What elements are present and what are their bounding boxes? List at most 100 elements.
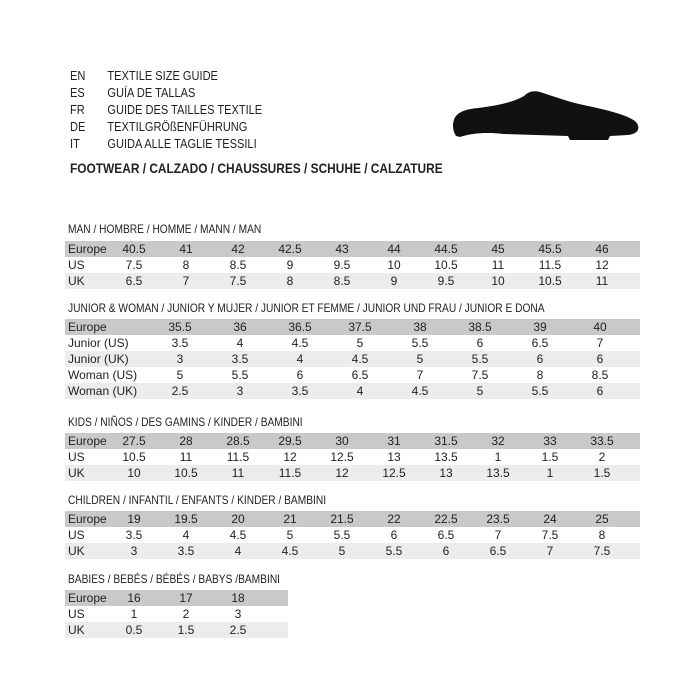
size-cell: 44.5 xyxy=(434,242,458,256)
table-row: UK 0.5 1.5 2.5 xyxy=(65,622,288,638)
size-cell: 1 xyxy=(494,450,502,464)
size-cell: 6.5 xyxy=(531,336,549,350)
row-label: UK xyxy=(68,274,85,288)
language-code: ES xyxy=(70,85,85,100)
size-cell: 21 xyxy=(283,512,297,526)
size-cell: 44 xyxy=(387,242,401,256)
size-table: Europe 19 19.5 20 21 21.5 22 22.5 23.5 24 25 US 3.5 4… xyxy=(65,511,640,559)
size-cell: 19 xyxy=(127,512,141,526)
language-line: FR GUIDE DES TAILLES TEXTILE xyxy=(70,101,262,118)
size-cell: 3 xyxy=(130,544,138,558)
size-cell: 12.5 xyxy=(382,466,406,480)
table-row: Woman (UK) 2.5 3 3.5 4 4.5 5 5.5 6 xyxy=(65,383,640,399)
size-cell: 38.5 xyxy=(468,320,492,334)
language-code: DE xyxy=(70,119,86,134)
table-row: US 10.5 11 11.5 12 12.5 13 13.5 1 1.5 2 xyxy=(65,449,640,465)
size-cell: 8 xyxy=(286,274,294,288)
size-cell: 11 xyxy=(491,258,505,272)
size-cell: 38 xyxy=(413,320,427,334)
row-label: US xyxy=(68,258,85,272)
size-cell: 3 xyxy=(236,384,244,398)
row-label: Europe xyxy=(68,320,107,334)
size-cell: 10.5 xyxy=(538,274,562,288)
table-row: Junior (US) 3.5 4 4.5 5 5.5 6 6.5 7 xyxy=(65,335,640,351)
section-title: KIDS / NIÑOS / DES GAMINS / KINDER / BAM… xyxy=(68,415,303,429)
size-cell: 3.5 xyxy=(231,352,249,366)
size-cell: 17 xyxy=(179,591,193,605)
table-row: US 1 2 3 xyxy=(65,606,288,622)
section-title: CHILDREN / INFANTIL / ENFANTS / KINDER /… xyxy=(68,493,327,507)
size-cell: 4.5 xyxy=(229,528,247,542)
size-cell: 7.5 xyxy=(229,274,247,288)
size-cell: 41 xyxy=(179,242,193,256)
size-cell: 5 xyxy=(416,352,424,366)
size-cell: 8 xyxy=(182,258,190,272)
size-cell: 3.5 xyxy=(291,384,309,398)
size-cell: 11 xyxy=(595,274,609,288)
language-code: EN xyxy=(70,68,86,83)
size-cell: 9 xyxy=(286,258,294,272)
row-label: UK xyxy=(68,466,85,480)
size-cell: 36.5 xyxy=(288,320,312,334)
row-label: Woman (US) xyxy=(68,368,138,382)
size-cell: 4.5 xyxy=(281,544,299,558)
size-cell: 8 xyxy=(536,368,544,382)
table-row: Woman (US) 5 5.5 6 6.5 7 7.5 8 8.5 xyxy=(65,367,640,383)
table-row: UK 6.5 7 7.5 8 8.5 9 9.5 10 10.5 11 xyxy=(65,273,640,289)
size-cell: 30 xyxy=(335,434,349,448)
row-label: Europe xyxy=(68,512,107,526)
language-title: GUÍA DE TALLAS xyxy=(107,85,196,100)
size-cell: 4 xyxy=(296,352,304,366)
size-cell: 23.5 xyxy=(486,512,510,526)
table-row: Europe 35.5 36 36.5 37.5 38 38.5 39 40 xyxy=(65,319,640,335)
language-title: GUIDA ALLE TAGLIE TESSILI xyxy=(107,136,257,151)
size-cell: 12 xyxy=(595,258,609,272)
size-cell: 7.5 xyxy=(593,544,611,558)
size-cell: 6 xyxy=(596,352,604,366)
language-line: EN TEXTILE SIZE GUIDE xyxy=(70,67,218,84)
size-cell: 9 xyxy=(390,274,398,288)
table-row: Europe 19 19.5 20 21 21.5 22 22.5 23.5 24 25 xyxy=(65,511,640,527)
size-cell: 43 xyxy=(335,242,349,256)
size-cell: 8.5 xyxy=(229,258,247,272)
size-cell: 46 xyxy=(595,242,609,256)
size-cell: 6.5 xyxy=(489,544,507,558)
size-cell: 4 xyxy=(182,528,190,542)
size-cell: 4.5 xyxy=(291,336,309,350)
size-cell: 6 xyxy=(596,384,604,398)
size-cell: 0.5 xyxy=(125,623,143,637)
language-code: FR xyxy=(70,102,85,117)
size-cell: 1.5 xyxy=(177,623,195,637)
size-cell: 6.5 xyxy=(437,528,455,542)
section-title: JUNIOR & WOMAN / JUNIOR Y MUJER / JUNIOR… xyxy=(68,301,545,315)
size-cell: 5 xyxy=(176,368,184,382)
size-cell: 6 xyxy=(536,352,544,366)
size-cell: 2 xyxy=(182,607,190,621)
size-cell: 8 xyxy=(598,528,606,542)
row-label: US xyxy=(68,607,85,621)
size-cell: 10.5 xyxy=(434,258,458,272)
size-cell: 7 xyxy=(546,544,554,558)
size-table: Europe 35.5 36 36.5 37.5 38 38.5 39 40 Junior (US… xyxy=(65,319,640,399)
size-cell: 4 xyxy=(356,384,364,398)
size-cell: 29.5 xyxy=(278,434,302,448)
row-label: UK xyxy=(68,623,85,637)
size-cell: 5 xyxy=(338,544,346,558)
size-cell: 5.5 xyxy=(231,368,249,382)
size-cell: 6.5 xyxy=(351,368,369,382)
row-label: Europe xyxy=(68,591,107,605)
size-cell: 3.5 xyxy=(177,544,195,558)
size-cell: 7 xyxy=(182,274,190,288)
table-row: Europe 27.5 28 28.5 29.5 30 31 31.5 32 33 33.5 xyxy=(65,433,640,449)
size-cell: 4.5 xyxy=(411,384,429,398)
table-row: US 7.5 8 8.5 9 9.5 10 10.5 11 11.5 12 xyxy=(65,257,640,273)
size-cell: 12 xyxy=(335,466,349,480)
table-row: UK 3 3.5 4 4.5 5 5.5 6 6.5 7 7.5 xyxy=(65,543,640,559)
size-cell: 4 xyxy=(236,336,244,350)
row-label: US xyxy=(68,450,85,464)
size-cell: 10 xyxy=(387,258,401,272)
table-row: Europe 16 17 18 xyxy=(65,590,288,606)
size-cell: 6 xyxy=(442,544,450,558)
size-cell: 16 xyxy=(127,591,141,605)
size-cell: 42.5 xyxy=(278,242,302,256)
